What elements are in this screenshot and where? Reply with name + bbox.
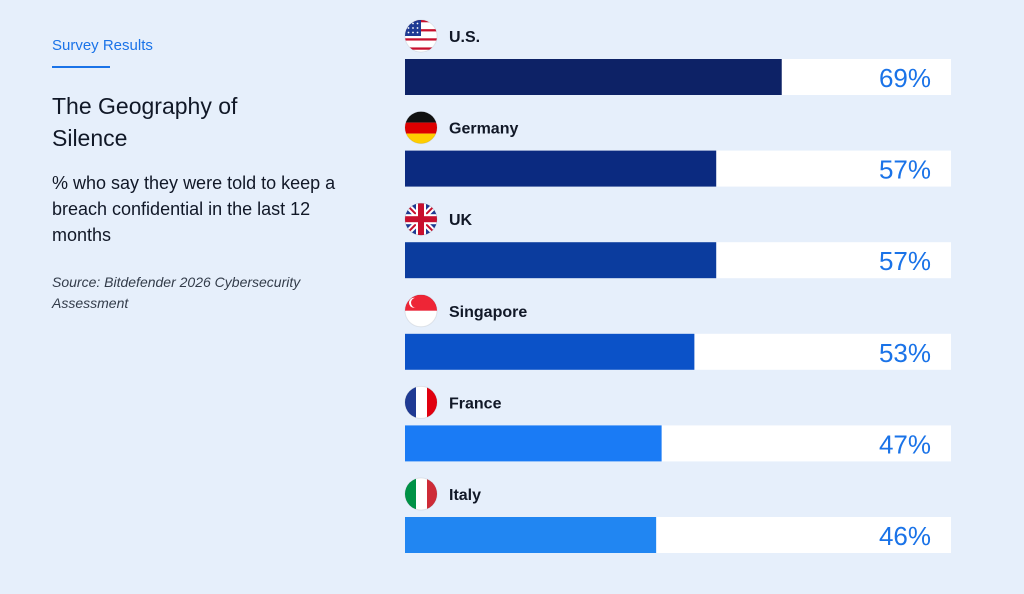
value-label: 47% — [879, 429, 931, 459]
value-label: 57% — [879, 155, 931, 185]
bar — [405, 242, 717, 279]
value-label: 53% — [879, 338, 931, 368]
category-label: France — [449, 395, 502, 412]
bar — [405, 333, 695, 370]
bar — [405, 59, 782, 95]
chart-subtitle: % who say they were told to keep a breac… — [52, 173, 336, 245]
chart-row: France 47% — [404, 385, 951, 462]
singapore-flag-icon — [404, 294, 438, 328]
source-note: Source: Bitdefender 2026 Cybersecurity A… — [52, 274, 301, 311]
chart-row: Singapore 53% — [404, 294, 951, 370]
eyebrow-label: Survey Results — [52, 37, 153, 54]
bar — [405, 150, 717, 187]
eyebrow-underline — [52, 66, 110, 68]
value-label: 57% — [879, 246, 931, 276]
chart-row: Italy 46% — [404, 477, 951, 553]
uk-flag-icon — [404, 202, 438, 236]
chart-row: UK 57% — [404, 202, 951, 279]
category-label: Germany — [449, 121, 518, 138]
value-label: 69% — [879, 63, 931, 93]
italy-flag-icon — [404, 477, 438, 511]
bar — [405, 425, 662, 462]
bar — [405, 517, 657, 553]
page-title: The Geography of Silence — [52, 93, 238, 151]
chart-row: U.S. 69% — [404, 19, 951, 95]
category-label: Italy — [449, 487, 481, 504]
germany-flag-icon — [404, 111, 438, 145]
chart-row: Germany 57% — [404, 111, 951, 187]
value-label: 46% — [879, 521, 931, 551]
france-flag-icon — [404, 385, 438, 419]
category-label: U.S. — [449, 29, 480, 46]
category-label: UK — [449, 212, 473, 229]
category-label: Singapore — [449, 304, 527, 321]
